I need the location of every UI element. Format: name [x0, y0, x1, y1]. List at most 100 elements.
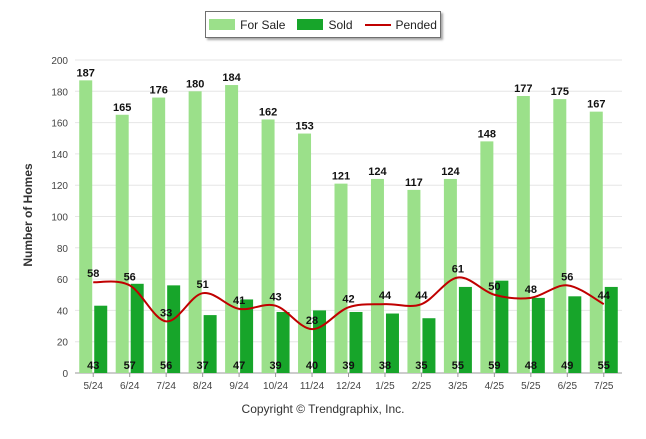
- bar-for-sale: [298, 133, 312, 373]
- label-for-sale: 167: [587, 99, 605, 111]
- bar-sold: [531, 297, 545, 373]
- y-tick-label: 160: [51, 119, 68, 130]
- y-axis-title: Number of Homes: [21, 163, 35, 267]
- x-tick-label: 2/25: [412, 381, 432, 392]
- legend-label-sold: Sold: [328, 17, 353, 32]
- legend: For Sale Sold Pended: [205, 11, 441, 38]
- copyright-text: Copyright © Trendgraphix, Inc.: [241, 402, 405, 416]
- label-sold: 37: [197, 360, 209, 372]
- bar-sold: [568, 296, 582, 373]
- label-sold: 43: [87, 360, 99, 372]
- legend-swatch-for-sale: [209, 19, 236, 30]
- y-tick-label: 140: [51, 150, 68, 161]
- label-sold: 59: [488, 360, 500, 372]
- legend-swatch-pended: [364, 23, 391, 26]
- x-tick-label: 9/24: [229, 381, 249, 392]
- bar-for-sale: [516, 95, 530, 374]
- y-tick-label: 20: [57, 338, 69, 349]
- bar-sold: [130, 283, 144, 373]
- label-for-sale: 176: [149, 85, 167, 97]
- y-tick-label: 200: [51, 56, 68, 67]
- legend-label-pended: Pended: [395, 17, 437, 32]
- bar-for-sale: [225, 85, 239, 373]
- label-pended: 33: [160, 307, 172, 319]
- label-pended: 41: [233, 295, 245, 307]
- y-tick-label: 80: [57, 244, 69, 255]
- label-sold: 35: [415, 360, 427, 372]
- label-pended: 44: [598, 290, 611, 302]
- bar-sold: [458, 286, 472, 373]
- label-pended: 44: [415, 290, 428, 302]
- x-tick-label: 11/24: [300, 381, 325, 392]
- bar-sold: [495, 280, 509, 373]
- bar-for-sale: [261, 119, 275, 373]
- y-tick-label: 0: [62, 369, 68, 380]
- bar-sold: [422, 318, 436, 373]
- label-for-sale: 148: [478, 128, 496, 140]
- y-tick-label: 120: [51, 181, 68, 192]
- bar-for-sale: [480, 141, 494, 373]
- x-tick-label: 10/24: [263, 381, 288, 392]
- x-tick-label: 6/25: [558, 381, 578, 392]
- label-for-sale: 124: [441, 166, 460, 178]
- label-for-sale: 153: [295, 121, 313, 133]
- label-pended: 56: [561, 271, 573, 283]
- label-sold: 47: [233, 360, 245, 372]
- label-pended: 50: [488, 281, 500, 293]
- label-for-sale: 175: [551, 86, 569, 98]
- bar-sold: [385, 313, 399, 373]
- bar-for-sale: [152, 97, 166, 373]
- line-pended: [93, 276, 605, 331]
- label-for-sale: 180: [186, 78, 204, 90]
- bar-for-sale: [79, 80, 93, 373]
- label-pended: 44: [379, 290, 392, 302]
- label-for-sale: 162: [259, 106, 277, 118]
- label-for-sale: 187: [77, 67, 95, 79]
- label-pended: 51: [197, 279, 209, 291]
- label-sold: 57: [124, 360, 136, 372]
- legend-item-pended: Pended: [364, 17, 437, 32]
- bar-sold: [94, 305, 108, 373]
- label-pended: 48: [525, 284, 537, 296]
- label-sold: 38: [379, 360, 391, 372]
- legend-item-sold: Sold: [297, 17, 353, 32]
- label-pended: 56: [124, 271, 136, 283]
- x-tick-label: 8/24: [193, 381, 213, 392]
- x-tick-label: 4/25: [485, 381, 505, 392]
- x-tick-label: 5/24: [83, 381, 103, 392]
- y-tick-label: 100: [51, 213, 68, 224]
- legend-swatch-sold: [297, 19, 324, 30]
- y-tick-label: 180: [51, 87, 68, 98]
- x-tick-label: 5/25: [521, 381, 541, 392]
- bar-sold: [276, 311, 290, 373]
- bar-for-sale: [589, 111, 603, 374]
- label-sold: 40: [306, 360, 318, 372]
- label-pended: 42: [342, 293, 354, 305]
- label-for-sale: 117: [405, 177, 423, 189]
- label-for-sale: 184: [222, 72, 241, 84]
- label-sold: 39: [342, 360, 354, 372]
- x-tick-label: 1/25: [375, 381, 395, 392]
- x-tick-label: 7/24: [156, 381, 176, 392]
- label-pended: 58: [87, 268, 99, 280]
- bar-for-sale: [115, 114, 129, 374]
- bar-sold: [167, 285, 181, 373]
- x-tick-label: 12/24: [336, 381, 361, 392]
- label-for-sale: 177: [514, 83, 532, 95]
- bar-for-sale: [370, 178, 384, 373]
- y-tick-label: 40: [57, 306, 69, 317]
- bar-sold: [203, 315, 217, 373]
- bar-for-sale: [443, 178, 457, 373]
- bar-for-sale: [334, 183, 348, 373]
- label-for-sale: 124: [368, 166, 387, 178]
- label-sold: 39: [269, 360, 281, 372]
- label-for-sale: 165: [113, 102, 131, 114]
- x-tick-label: 6/24: [120, 381, 140, 392]
- label-sold: 55: [452, 360, 464, 372]
- x-tick-label: 3/25: [448, 381, 468, 392]
- bar-sold: [349, 311, 363, 373]
- legend-item-for-sale: For Sale: [209, 18, 285, 32]
- label-for-sale: 121: [332, 171, 350, 183]
